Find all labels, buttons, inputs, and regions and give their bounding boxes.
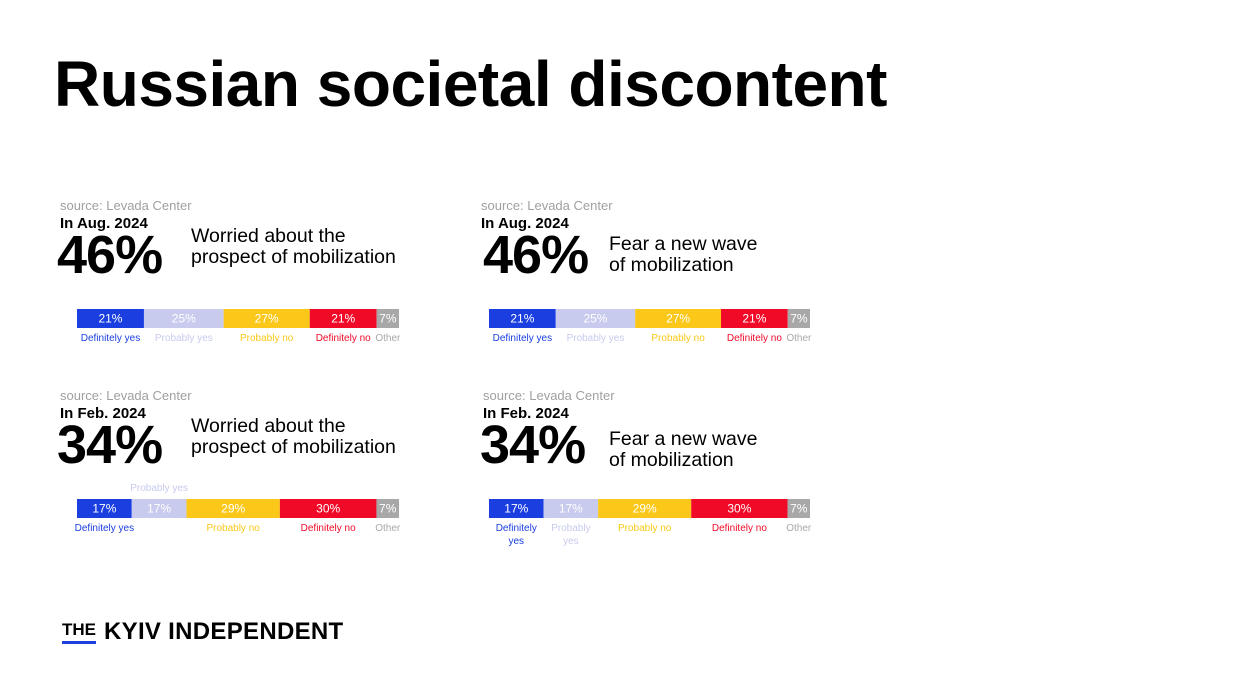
date-label: In Feb. 2024 xyxy=(60,405,146,422)
description: Fear a new wave of mobilization xyxy=(609,429,758,471)
category-label: Probably yes xyxy=(130,483,188,494)
description: Worried about the prospect of mobilizati… xyxy=(191,416,396,458)
data-label: 30% xyxy=(316,502,340,516)
category-label: Definitely no xyxy=(727,333,782,344)
description: Fear a new wave of mobilization xyxy=(609,234,758,276)
data-label: 29% xyxy=(221,502,245,516)
bar-segment-probably-no xyxy=(223,309,310,328)
description-line: of mobilization xyxy=(609,449,734,471)
stacked-bar-chart: 17% Definitely yes 17% Probably yes 29% Proba… xyxy=(75,483,401,534)
data-label: 21% xyxy=(98,312,122,326)
date-label: In Feb. 2024 xyxy=(483,405,569,422)
data-label: 21% xyxy=(510,312,534,326)
headline-percent: 46% xyxy=(57,225,163,285)
category-label: Other xyxy=(786,333,812,344)
bar-segment-definitely-no xyxy=(721,309,788,328)
source-label: source: Levada Center xyxy=(60,198,192,213)
data-label: 7% xyxy=(379,312,397,326)
description: Worried about the prospect of mobilizati… xyxy=(191,226,396,268)
headline-percent: 34% xyxy=(480,415,586,475)
category-label: Definitely yes xyxy=(493,333,552,344)
description-line: prospect of mobilization xyxy=(191,246,396,268)
page-title: Russian societal discontent xyxy=(54,48,887,120)
bar-segment-other xyxy=(787,309,810,328)
bar-segment-definitely-no xyxy=(279,499,377,518)
category-label: Other xyxy=(375,523,401,534)
logo-the: THE xyxy=(62,620,96,644)
data-label: 27% xyxy=(666,312,690,326)
headline-percent: 34% xyxy=(57,415,163,475)
data-label: 7% xyxy=(790,502,808,516)
category-label: Probably yes xyxy=(551,523,590,547)
data-label: 21% xyxy=(742,312,766,326)
data-label: 21% xyxy=(331,312,355,326)
bar-segment-definitely-no xyxy=(309,309,377,328)
bar-segment-probably-yes xyxy=(555,309,636,328)
stacked-bar-chart: 21% Definitely yes 25% Probably yes 27% Proba… xyxy=(77,309,401,344)
data-label: 7% xyxy=(790,312,808,326)
description-line: Fear a new wave xyxy=(609,428,758,450)
category-label: Probably no xyxy=(651,333,705,344)
bar-segment-definitely-yes xyxy=(489,309,556,328)
description-line: prospect of mobilization xyxy=(191,436,396,458)
bar-segment-probably-yes xyxy=(131,499,187,518)
category-label: Definitely no xyxy=(712,523,767,534)
date-label: In Aug. 2024 xyxy=(60,215,148,232)
description-line: of mobilization xyxy=(609,254,734,276)
headline-percent: 46% xyxy=(483,225,589,285)
source-label: source: Levada Center xyxy=(483,388,615,403)
data-label: 17% xyxy=(559,502,583,516)
data-label: 25% xyxy=(583,312,607,326)
data-label: 30% xyxy=(727,502,751,516)
logo-name: KYIV INDEPENDENT xyxy=(104,618,344,645)
category-label: Definitely no xyxy=(316,333,371,344)
stacked-bar-chart: 17% Definitely yes 17% Probably yes 29% Probabl… xyxy=(489,499,812,547)
category-label: Probably yes xyxy=(567,333,625,344)
source-label: source: Levada Center xyxy=(60,388,192,403)
bar-segment-definitely-yes xyxy=(77,499,132,518)
data-label: 17% xyxy=(92,502,116,516)
data-label: 17% xyxy=(504,502,528,516)
category-label: Probably no xyxy=(618,523,672,534)
kyiv-independent-logo: THE KYIV INDEPENDENT xyxy=(62,618,344,646)
description-line: Worried about the xyxy=(191,415,346,437)
description-line: Worried about the xyxy=(191,225,346,247)
category-label: Definitely yes xyxy=(496,523,537,547)
date-label: In Aug. 2024 xyxy=(481,215,569,232)
bar-segment-probably-no xyxy=(186,499,280,518)
bar-segment-other xyxy=(376,499,399,518)
bar-segment-probably-no xyxy=(598,499,692,518)
bar-segment-probably-yes xyxy=(543,499,599,518)
bar-segment-probably-no xyxy=(635,309,722,328)
category-label: Probably no xyxy=(206,523,260,534)
bar-segment-definitely-yes xyxy=(77,309,144,328)
category-label: Definitely no xyxy=(301,523,356,534)
stacked-bar-chart: 21% Definitely yes 25% Probably yes 27% Proba… xyxy=(489,309,812,344)
category-label: Probably no xyxy=(240,333,294,344)
data-label: 17% xyxy=(147,502,171,516)
category-label: Probably yes xyxy=(155,333,213,344)
bar-segment-definitely-yes xyxy=(489,499,544,518)
description-line: Fear a new wave xyxy=(609,233,758,255)
bar-segment-other xyxy=(787,499,810,518)
category-label: Other xyxy=(375,333,401,344)
category-label: Definitely yes xyxy=(75,523,134,534)
data-label: 7% xyxy=(379,502,397,516)
data-label: 27% xyxy=(255,312,279,326)
category-label: Other xyxy=(786,523,812,534)
bar-segment-definitely-no xyxy=(691,499,788,518)
data-label: 25% xyxy=(172,312,196,326)
category-label: Definitely yes xyxy=(81,333,140,344)
bar-segment-probably-yes xyxy=(143,309,224,328)
data-label: 29% xyxy=(633,502,657,516)
bar-segment-other xyxy=(376,309,399,328)
source-label: source: Levada Center xyxy=(481,198,613,213)
